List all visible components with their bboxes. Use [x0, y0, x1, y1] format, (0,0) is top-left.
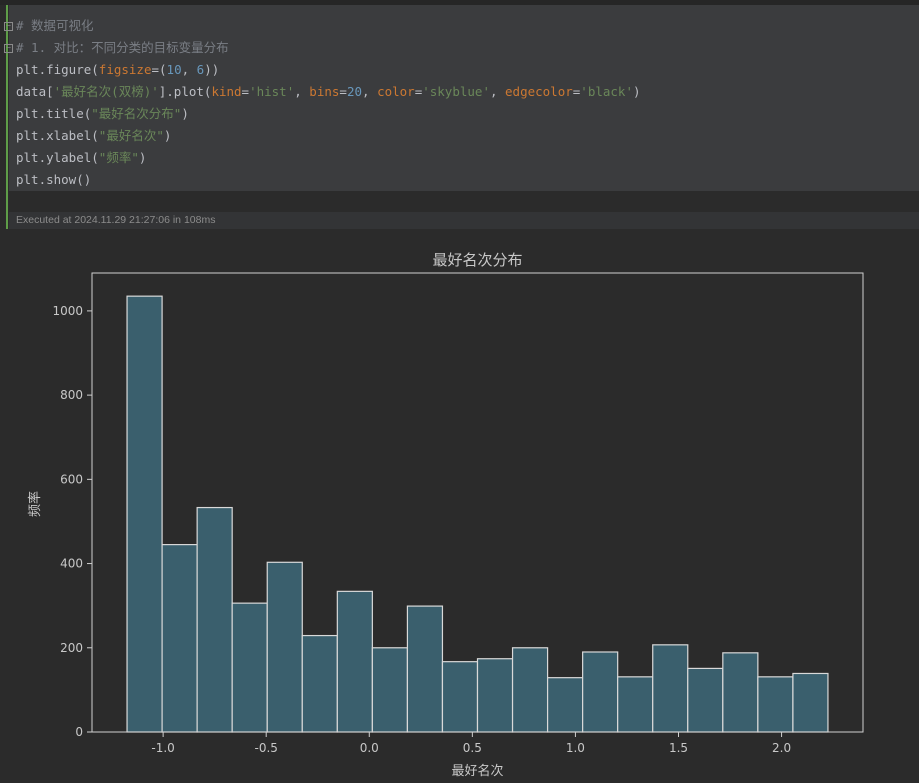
x-tick-label: 1.0	[566, 741, 585, 755]
code-token: =	[339, 84, 347, 99]
code-line[interactable]: # 数据可视化	[16, 15, 94, 37]
x-tick-label: 1.5	[669, 741, 688, 755]
y-tick-label: 400	[60, 557, 83, 571]
code-token: ,	[362, 84, 378, 99]
code-line[interactable]: plt.title("最好名次分布")	[16, 103, 189, 125]
cell-output: 最好名次分布 -1.0 -0.5 0.0 0.5 1.0 1.5 2.0 0 200 400 60…	[0, 229, 919, 783]
x-tick-label: 0.0	[360, 741, 379, 755]
code-token: ].plot(	[158, 84, 212, 99]
y-axis-label: 频率	[27, 491, 43, 517]
code-token: =	[241, 84, 250, 99]
histogram-bar	[722, 652, 759, 733]
code-token: 'skyblue'	[422, 84, 490, 99]
code-token: color	[377, 84, 415, 99]
fold-toggle-icon[interactable]: −	[4, 44, 13, 53]
code-token: '最好名次(双榜)'	[53, 84, 159, 99]
code-line[interactable]: data['最好名次(双榜)'].plot(kind='hist', bins=…	[16, 81, 641, 103]
axes-frame	[91, 272, 864, 733]
histogram-bar	[687, 667, 724, 733]
code-token: )	[163, 128, 172, 143]
code-token: "最好名次"	[98, 128, 164, 143]
code-token: plt.ylabel(	[16, 150, 99, 165]
code-token: =(	[151, 62, 167, 77]
code-line[interactable]: plt.figure(figsize=(10, 6))	[16, 59, 219, 81]
histogram-bar	[266, 561, 303, 733]
histogram-bar	[371, 647, 409, 733]
code-token: )	[181, 106, 189, 121]
code-line[interactable]: # 1. 对比：不同分类的目标变量分布	[16, 37, 229, 59]
histogram-bar	[511, 647, 549, 733]
code-token: )	[138, 150, 147, 165]
code-line[interactable]: plt.show()	[16, 169, 91, 191]
y-tick-label: 600	[60, 472, 83, 486]
histogram-bar	[652, 644, 689, 733]
code-token: =	[414, 84, 423, 99]
histogram-bar	[546, 677, 584, 733]
y-tick-label: 200	[60, 641, 83, 655]
histogram-bar	[476, 658, 514, 733]
code-line[interactable]: plt.xlabel("最好名次")	[16, 125, 171, 147]
histogram-bar	[792, 672, 829, 733]
top-strip	[0, 0, 919, 5]
histogram-bar	[617, 676, 654, 733]
code-token: "频率"	[98, 150, 139, 165]
code-token: kind	[211, 84, 242, 99]
code-token: )	[632, 84, 641, 99]
code-token: =	[572, 84, 581, 99]
x-tick-label: 0.5	[463, 741, 482, 755]
code-token: "最好名次分布"	[91, 106, 182, 121]
code-token: plt.show()	[16, 172, 92, 187]
histogram-chart: 最好名次分布 -1.0 -0.5 0.0 0.5 1.0 1.5 2.0 0 200 400 60…	[27, 251, 864, 779]
histogram-bar	[582, 651, 619, 733]
histogram-bar	[301, 634, 338, 733]
code-token: ,	[181, 62, 197, 77]
code-line[interactable]: plt.ylabel("频率")	[16, 147, 146, 169]
execution-status-text: Executed at 2024.11.29 21:27:06 in 108ms	[16, 214, 216, 226]
code-token: edgecolor	[505, 84, 573, 99]
code-token: ))	[204, 62, 220, 77]
x-ticks: -1.0 -0.5 0.0 0.5 1.0 1.5 2.0	[151, 732, 791, 755]
code-token: ,	[294, 84, 310, 99]
histogram-bar	[757, 676, 794, 733]
histogram-bar	[126, 295, 163, 733]
y-tick-label: 800	[60, 388, 83, 402]
code-token: plt.figure(	[16, 62, 99, 77]
y-ticks: 0 200 400 600 800 1000	[52, 304, 92, 739]
y-tick-label: 0	[75, 725, 83, 739]
code-token: figsize	[98, 62, 152, 77]
chart-title: 最好名次分布	[432, 251, 522, 269]
code-cell[interactable]: # 数据可视化 − # 1. 对比：不同分类的目标变量分布 − plt.figure(f…	[0, 5, 919, 229]
execution-info: Executed at 2024.11.29 21:27:06 in 108ms	[9, 212, 919, 229]
code-token: bins	[309, 84, 340, 99]
histogram-bar	[336, 590, 373, 733]
code-token: 10	[166, 62, 182, 77]
y-tick-label: 1000	[52, 304, 83, 318]
x-tick-label: 2.0	[772, 741, 791, 755]
code-token: 'hist'	[249, 84, 295, 99]
code-token: ,	[489, 84, 506, 99]
code-editor[interactable]: # 数据可视化 − # 1. 对比：不同分类的目标变量分布 − plt.figure(f…	[4, 5, 919, 191]
code-token: # 数据可视化	[16, 18, 94, 33]
fold-toggle-icon[interactable]: −	[4, 22, 13, 31]
x-tick-label: -1.0	[151, 741, 174, 755]
histogram-bar	[406, 605, 444, 733]
histogram-bar	[441, 661, 479, 733]
code-token: 'black'	[580, 84, 633, 99]
code-token: 6	[196, 62, 205, 77]
code-token: # 1. 对比：不同分类的目标变量分布	[16, 40, 229, 55]
histogram-bar	[161, 544, 198, 733]
code-token: data[	[16, 84, 54, 99]
histogram-bar	[196, 506, 233, 733]
bars-group	[126, 295, 829, 733]
code-token: plt.title(	[16, 106, 92, 121]
x-axis-label: 最好名次	[451, 763, 503, 779]
code-token: 20	[346, 84, 362, 99]
histogram-bar	[231, 602, 268, 733]
code-token: plt.xlabel(	[16, 128, 99, 143]
cell-status-bar	[6, 5, 8, 229]
x-tick-label: -0.5	[254, 741, 277, 755]
